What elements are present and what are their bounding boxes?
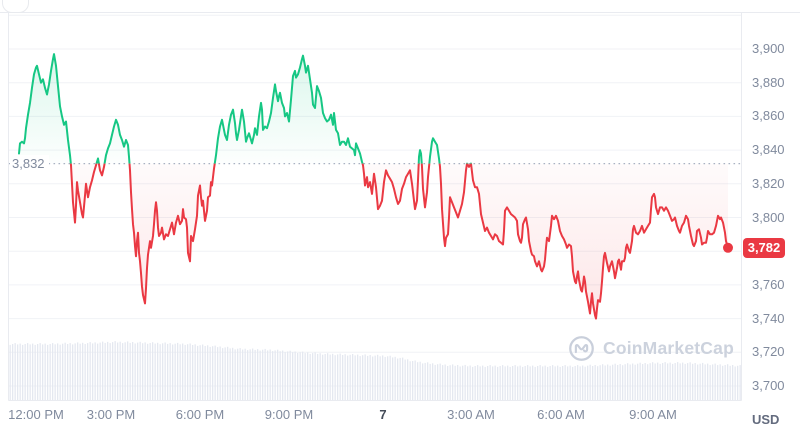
y-axis-label: 3,840 <box>752 142 785 157</box>
baseline-price-label: 3,832 <box>10 155 49 172</box>
y-axis-label: 3,880 <box>752 75 785 90</box>
watermark: CoinMarketCap <box>568 335 734 362</box>
currency-unit-label: USD <box>752 412 780 427</box>
coinmarketcap-logo-icon <box>569 336 594 361</box>
y-axis-label: 3,800 <box>752 210 785 225</box>
y-axis-label: 3,820 <box>752 176 785 191</box>
y-axis-label: 3,860 <box>752 108 785 123</box>
y-axis-label: 3,740 <box>752 311 785 326</box>
x-axis-label: 9:00 PM <box>264 407 314 422</box>
y-axis-label: 3,900 <box>752 41 785 56</box>
last-price-badge: 3,782 <box>743 238 785 258</box>
x-axis-label: 12:00 PM <box>8 407 64 422</box>
y-axis-label: 3,760 <box>752 277 785 292</box>
x-axis-label: 3:00 AM <box>447 407 495 422</box>
x-axis-label: 3:00 PM <box>86 407 136 422</box>
x-axis-label: 9:00 AM <box>629 407 677 422</box>
y-axis-label: 3,720 <box>752 344 785 359</box>
x-axis-label: 6:00 AM <box>537 407 585 422</box>
x-axis-label: 6:00 PM <box>175 407 225 422</box>
y-axis-label: 3,700 <box>752 378 785 393</box>
watermark-text: CoinMarketCap <box>603 338 734 358</box>
x-axis-label: 7 <box>379 407 387 422</box>
